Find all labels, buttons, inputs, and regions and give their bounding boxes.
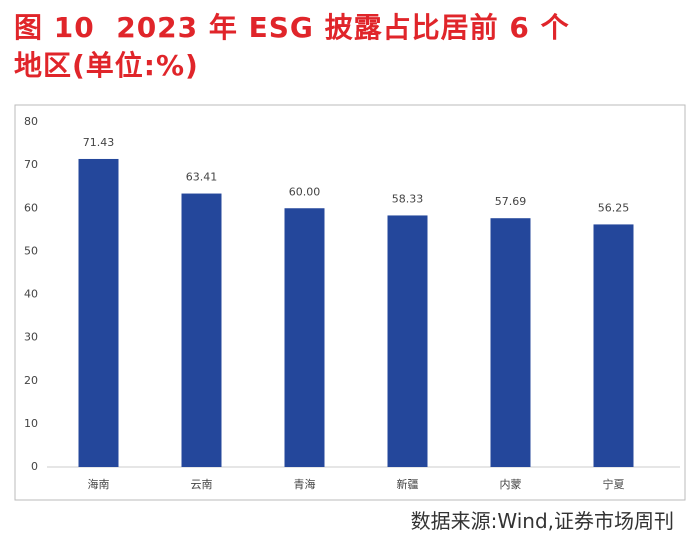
chart-title: 地区(单位:%) bbox=[14, 49, 199, 82]
value-label: 60.00 bbox=[289, 185, 321, 198]
x-tick-label: 云南 bbox=[191, 478, 213, 491]
y-tick-label: 0 bbox=[31, 460, 38, 473]
y-tick-label: 80 bbox=[24, 115, 38, 128]
x-tick-label: 内蒙 bbox=[500, 477, 522, 491]
y-tick-label: 10 bbox=[24, 417, 38, 430]
source-note: 数据来源:Wind,证券市场周刊 bbox=[410, 509, 674, 533]
chart-frame bbox=[14, 104, 686, 501]
value-label: 58.33 bbox=[392, 192, 424, 205]
chart-title: 图 10 2023 年 ESG 披露占比居前 6 个 bbox=[14, 11, 570, 44]
y-tick-label: 70 bbox=[24, 158, 38, 171]
bar bbox=[490, 218, 531, 467]
x-tick-label: 新疆 bbox=[397, 477, 419, 491]
bar bbox=[284, 208, 325, 467]
value-label: 71.43 bbox=[83, 136, 115, 149]
value-label: 56.25 bbox=[598, 201, 630, 214]
bar bbox=[78, 158, 119, 467]
y-tick-label: 20 bbox=[24, 374, 38, 387]
x-tick-label: 青海 bbox=[294, 477, 316, 491]
y-tick-label: 60 bbox=[24, 201, 38, 214]
value-label: 63.41 bbox=[186, 171, 218, 184]
bar bbox=[593, 224, 634, 467]
x-tick-label: 宁夏 bbox=[603, 477, 625, 491]
y-tick-label: 30 bbox=[24, 331, 38, 344]
y-tick-label: 40 bbox=[24, 288, 38, 301]
bar bbox=[181, 193, 222, 467]
value-label: 57.69 bbox=[495, 195, 527, 208]
y-tick-label: 50 bbox=[24, 244, 38, 257]
bar bbox=[387, 215, 428, 467]
x-tick-label: 海南 bbox=[88, 477, 110, 491]
